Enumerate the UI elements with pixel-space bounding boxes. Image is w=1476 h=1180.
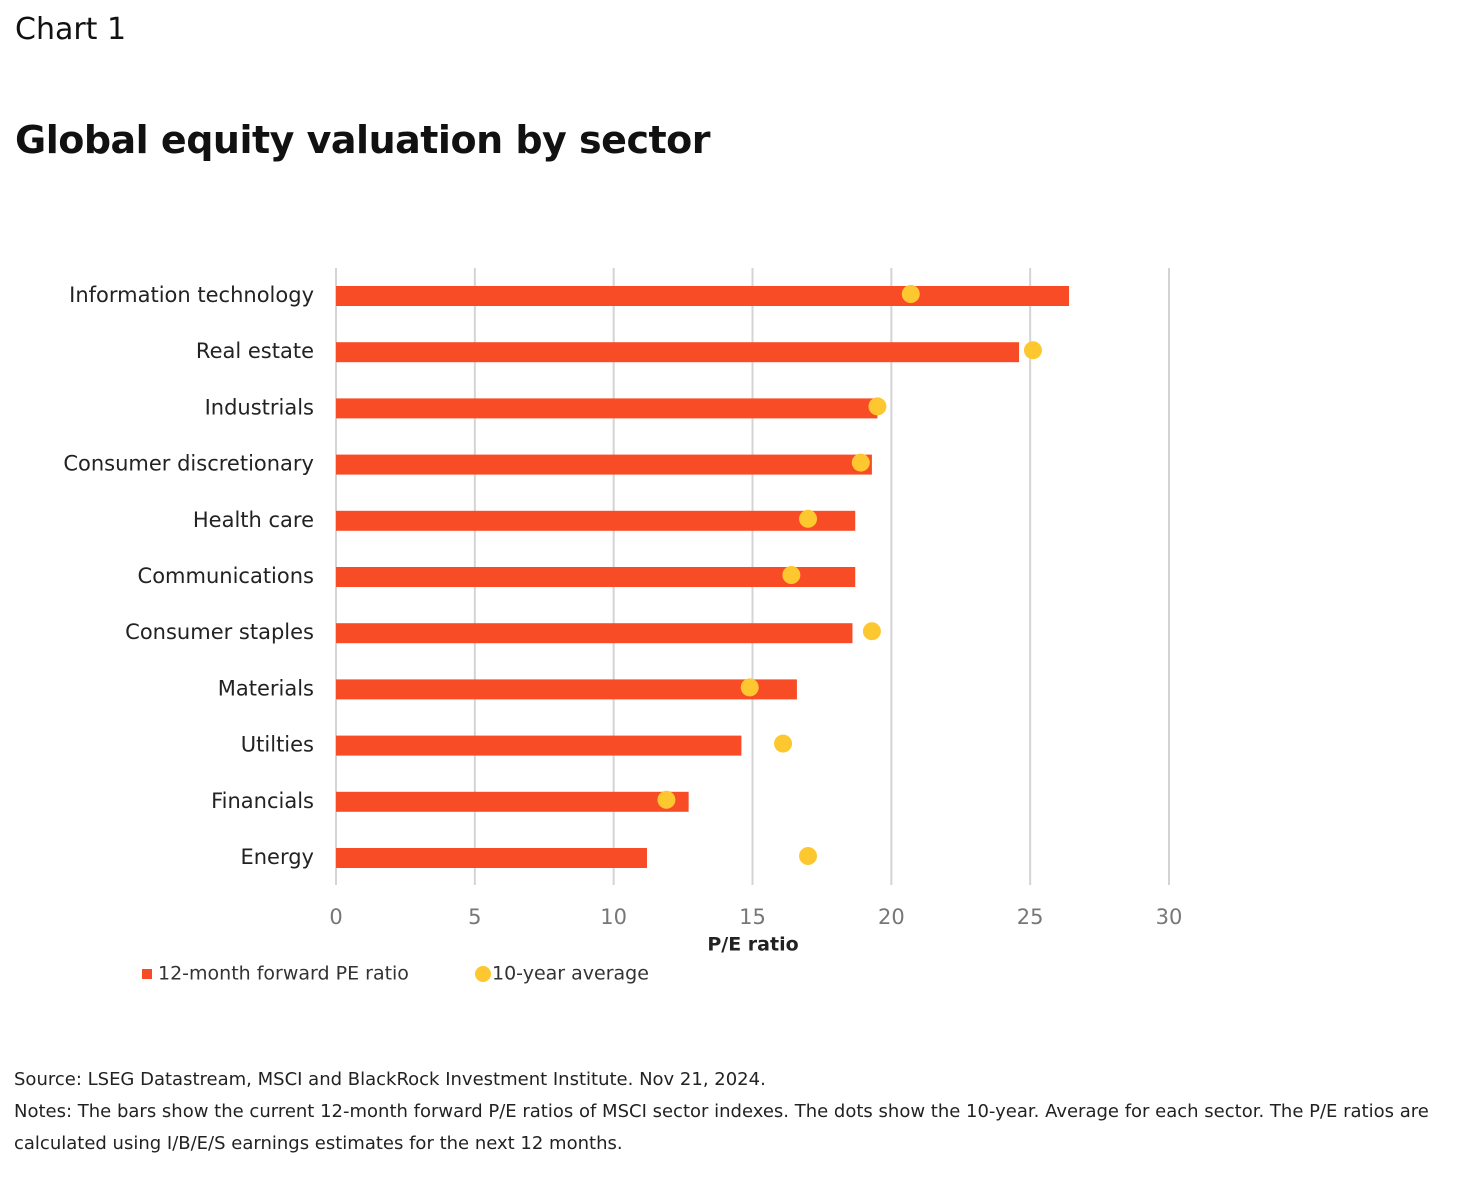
chart-title: Global equity valuation by sector bbox=[15, 118, 710, 162]
dot bbox=[774, 734, 793, 753]
legend-label: 12-month forward PE ratio bbox=[158, 963, 409, 985]
chart: 0 5 10 15 20 25 30 P/E ratio Information technol… bbox=[63, 268, 1183, 985]
x-axis-label: P/E ratio bbox=[707, 934, 798, 956]
bar bbox=[336, 454, 872, 475]
dot bbox=[851, 453, 870, 472]
bar bbox=[336, 679, 797, 700]
x-tick-label: 30 bbox=[1156, 905, 1183, 929]
legend-swatch bbox=[142, 969, 152, 979]
bar bbox=[336, 398, 878, 419]
y-tick-label: Communications bbox=[138, 564, 314, 588]
dot bbox=[862, 622, 881, 641]
bar bbox=[336, 623, 853, 644]
dot bbox=[1023, 341, 1042, 360]
legend-swatch bbox=[475, 966, 491, 982]
dot bbox=[799, 509, 818, 528]
notes: Notes: The bars show the current 12-mont… bbox=[14, 1101, 1429, 1154]
dot bbox=[657, 790, 676, 809]
dot bbox=[782, 566, 801, 584]
footer: Source: LSEG Datastream, MSCI and BlackR… bbox=[14, 1064, 1459, 1160]
x-tick-label: 25 bbox=[1017, 905, 1044, 929]
bar bbox=[336, 286, 1070, 306]
x-tick-label: 0 bbox=[329, 905, 342, 929]
y-tick-label: Health care bbox=[193, 508, 314, 532]
y-tick-label: Materials bbox=[218, 676, 314, 700]
dot bbox=[799, 847, 818, 865]
dot bbox=[740, 678, 759, 697]
bar bbox=[336, 848, 647, 868]
dot bbox=[868, 397, 887, 416]
y-tick-label: Financials bbox=[211, 789, 314, 813]
y-tick-label: Real estate bbox=[196, 339, 314, 363]
bar bbox=[336, 791, 689, 812]
x-tick-label: 20 bbox=[878, 905, 905, 929]
bar bbox=[336, 510, 856, 531]
bar bbox=[336, 567, 856, 587]
y-tick-label: Industrials bbox=[205, 395, 314, 419]
bar bbox=[336, 735, 742, 756]
bar bbox=[336, 342, 1020, 363]
chart-label: Chart 1 bbox=[15, 12, 127, 47]
source: Source: LSEG Datastream, MSCI and BlackR… bbox=[14, 1069, 766, 1090]
y-tick-label: Consumer discretionary bbox=[63, 452, 314, 476]
y-tick-label: Utilties bbox=[241, 733, 314, 757]
x-tick-label: 15 bbox=[739, 905, 766, 929]
x-tick-label: 10 bbox=[600, 905, 627, 929]
y-tick-label: Consumer staples bbox=[125, 620, 314, 644]
y-tick-label: Energy bbox=[240, 845, 314, 869]
x-tick-label: 5 bbox=[468, 905, 481, 929]
dot bbox=[901, 285, 920, 303]
y-tick-label: Information technology bbox=[69, 283, 314, 307]
legend-label: 10-year average bbox=[492, 963, 649, 985]
